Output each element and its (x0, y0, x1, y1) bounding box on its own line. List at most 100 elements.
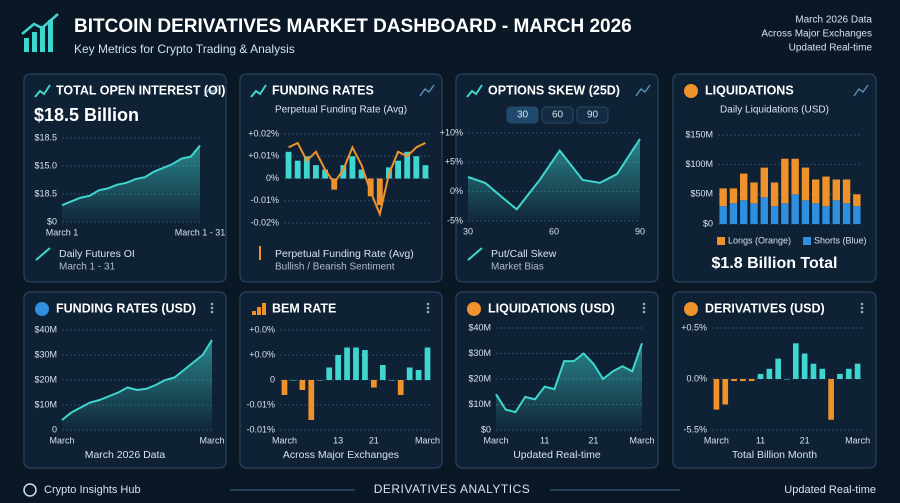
y-tick-label: -5.5% (683, 424, 707, 434)
bar-segment (832, 179, 840, 201)
legend-swatch (803, 237, 811, 245)
range-button[interactable] (541, 106, 574, 124)
y-tick-label: 0% (266, 173, 279, 183)
bar (371, 380, 377, 388)
bar (740, 379, 746, 382)
bar (845, 368, 852, 379)
bar-segment (740, 173, 748, 201)
legend-label: Longs (Orange) (728, 235, 791, 245)
footer-subtitle: Bullish / Bearish Sentiment (275, 262, 395, 273)
y-tick-label: +0.5% (681, 322, 707, 332)
bar-segment (760, 197, 768, 224)
card-title: DERIVATIVES (USD) (705, 301, 825, 315)
bar (290, 380, 297, 381)
x-tick-label: March (845, 435, 870, 445)
menu-icon (860, 302, 864, 306)
footer-subtitle: Market Bias (491, 262, 544, 273)
bar (775, 358, 781, 379)
bar-segment (750, 203, 758, 224)
bar (353, 347, 359, 380)
bar (766, 368, 773, 379)
card-title: FUNDING RATES (USD) (56, 301, 196, 315)
bar (376, 178, 383, 206)
bar (415, 370, 422, 380)
footer-title: Daily Futures OI (59, 248, 135, 260)
x-tick-label: March (199, 435, 224, 445)
legend-swatch (717, 237, 725, 245)
bar-segment (760, 167, 768, 198)
y-tick-label: $18.5 (34, 132, 57, 142)
menu-icon (210, 306, 214, 310)
y-tick-label: 0.0% (686, 373, 707, 383)
bar (810, 363, 817, 379)
menu-icon (419, 84, 435, 97)
x-tick-label: March (704, 435, 729, 445)
y-tick-label: $0 (481, 424, 491, 434)
bar (303, 156, 310, 179)
summary: $1.8 Billion Total (712, 255, 838, 272)
footer-subtitle: March 1 - 31 (59, 262, 116, 273)
bar (340, 165, 347, 179)
footer-title: Across Major Exchanges (283, 449, 399, 461)
card-title: BEM RATE (272, 301, 336, 315)
bar (281, 380, 288, 395)
footer-title: Put/Call Skew (491, 248, 557, 260)
range-button[interactable] (506, 106, 539, 124)
bar (322, 169, 328, 179)
x-tick-label: 30 (463, 226, 473, 236)
y-tick-label: $0 (703, 218, 713, 228)
bar (344, 347, 350, 380)
range-button[interactable] (576, 106, 609, 124)
range-button-label: 60 (552, 110, 564, 121)
bar (397, 380, 404, 395)
card-subtitle: Daily Liquidations (USD) (720, 105, 829, 116)
y-tick-label: 0% (450, 186, 463, 196)
bar (713, 379, 720, 410)
x-tick-label: March (49, 435, 74, 445)
bar (388, 380, 395, 381)
card-icon (35, 302, 49, 316)
card (672, 73, 877, 283)
bar-segment (770, 182, 779, 207)
bar (819, 368, 826, 379)
y-tick-label: $40M (34, 324, 57, 334)
bar-segment (719, 206, 727, 224)
y-tick-label: $15.0 (34, 160, 57, 170)
card-title: LIQUIDATIONS (USD) (488, 301, 615, 315)
y-tick-label: +10% (440, 127, 463, 137)
y-tick-label: $18.5 (34, 188, 57, 198)
y-tick-label: $100M (685, 159, 713, 169)
card-icon (467, 302, 481, 316)
range-button-label: 30 (517, 110, 529, 121)
x-tick-label: March 1 (46, 227, 79, 237)
line (61, 339, 213, 421)
bar (837, 373, 843, 379)
x-tick-label: March (483, 435, 508, 445)
line (467, 138, 641, 211)
bar (784, 379, 790, 380)
card-icon (250, 84, 267, 98)
bar-segment (812, 179, 820, 204)
y-tick-label: +0.0% (249, 324, 275, 334)
y-tick-label: $0 (47, 216, 57, 226)
bar-segment (842, 179, 851, 204)
bar-segment (729, 188, 738, 204)
bar (424, 347, 431, 380)
bar (422, 165, 429, 179)
y-tick-label: $30M (34, 349, 57, 359)
x-tick-label: 11 (756, 435, 765, 445)
x-tick-label: 11 (540, 435, 549, 445)
menu-icon (203, 84, 219, 97)
bar-segment (729, 203, 738, 224)
x-tick-label: March (629, 435, 654, 445)
x-tick-label: March (415, 435, 440, 445)
bar (317, 380, 324, 381)
bar-segment (791, 158, 799, 195)
card-icon (262, 303, 266, 315)
bar-segment (822, 206, 830, 224)
y-tick-label: 0 (52, 424, 57, 434)
bar (757, 373, 764, 379)
footer-right: Updated Real-time (784, 484, 876, 496)
bar (358, 169, 365, 179)
card-title: OPTIONS SKEW (25D) (488, 83, 620, 97)
